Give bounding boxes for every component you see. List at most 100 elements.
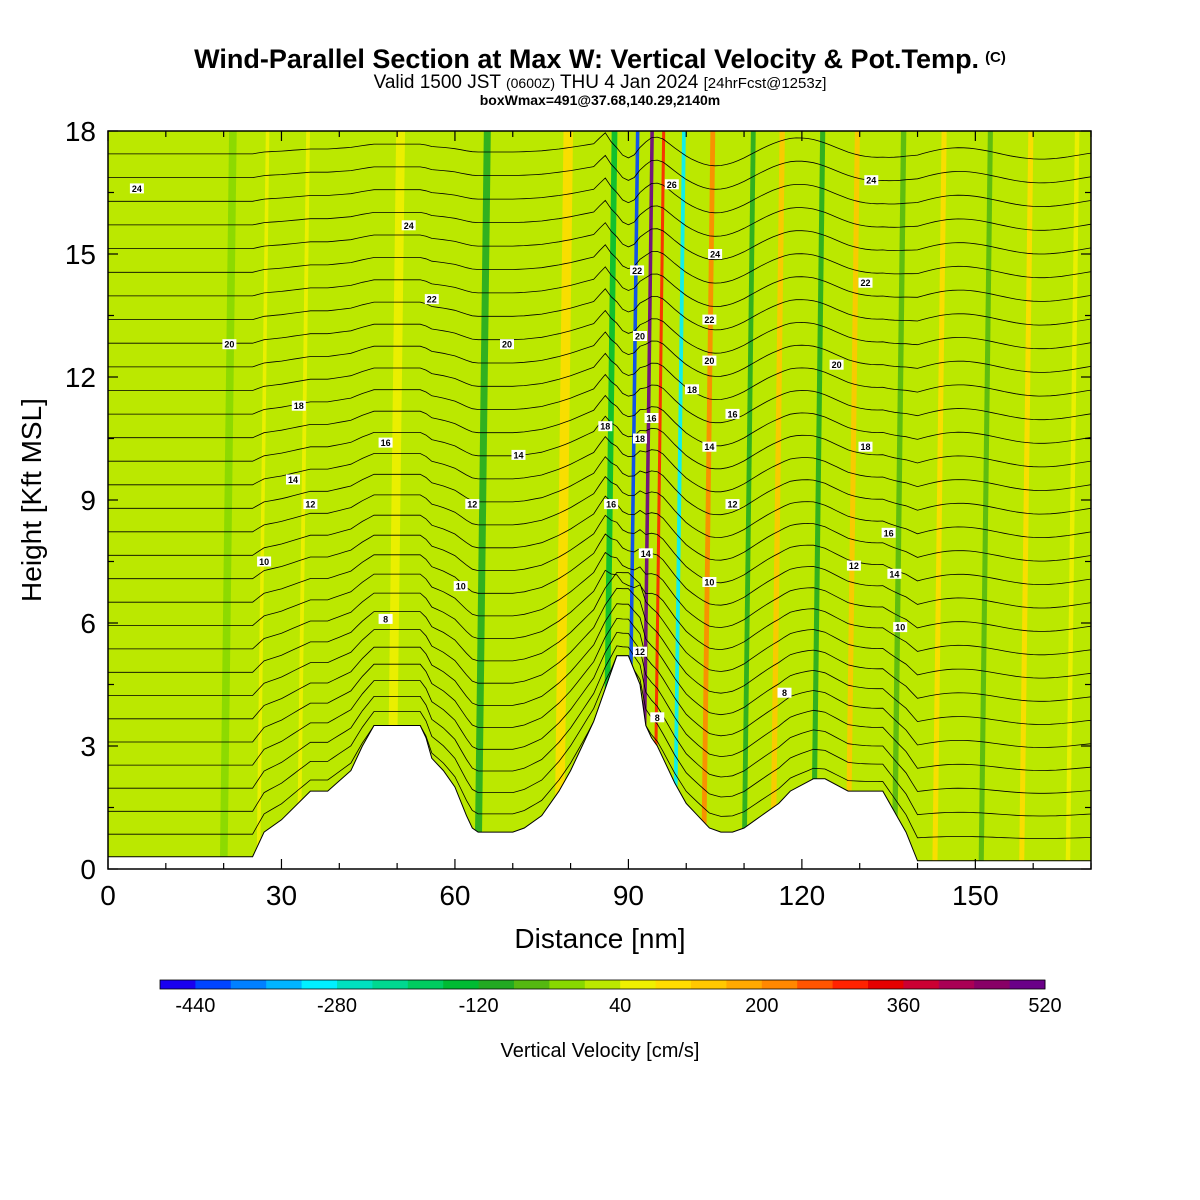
isentrope-line	[108, 352, 1091, 401]
subtitle-forecast: [24hrFcst@1253z]	[703, 75, 827, 92]
contour-label: 24	[864, 175, 879, 186]
chart-subtitle: Valid 1500 JST (0600Z) THU 4 Jan 2024 [2…	[0, 73, 1200, 94]
contour-label-text: 10	[895, 623, 905, 633]
isentrope-line	[108, 266, 1091, 307]
colorbar-swatch	[903, 980, 940, 989]
contour-label-bg	[378, 437, 393, 448]
colorbar-swatch	[832, 980, 869, 989]
velocity-band	[386, 131, 406, 869]
contour-label-text: 8	[782, 688, 787, 698]
contour-label: 22	[424, 294, 439, 305]
velocity-band	[219, 131, 237, 869]
contour-label-text: 22	[704, 315, 714, 325]
isentrope-line	[108, 456, 1091, 516]
contour-label-text: 20	[704, 356, 714, 366]
contour-label-text: 14	[641, 549, 651, 559]
contour-label: 24	[401, 220, 416, 231]
contour-label: 16	[881, 527, 896, 538]
colorbar-swatch	[691, 980, 727, 989]
isentrope-line	[108, 655, 1091, 817]
contour-label: 18	[685, 384, 699, 395]
colorbar-swatch	[230, 980, 267, 989]
velocity-band	[891, 131, 907, 869]
contour-label-text: 8	[655, 713, 660, 723]
contour-label-bg	[702, 577, 717, 587]
contour-label: 18	[598, 421, 613, 432]
contour-label: 18	[291, 400, 306, 411]
contour-label-bg	[598, 421, 613, 432]
contour-label-bg	[500, 339, 514, 350]
contour-label-text: 22	[632, 266, 642, 276]
contour-label: 18	[633, 433, 647, 444]
velocity-band	[845, 131, 860, 869]
contour-label-text: 18	[294, 401, 304, 411]
contour-label-bg	[644, 413, 659, 423]
colorbar-swatch	[443, 980, 480, 989]
x-tick-label: 30	[266, 880, 297, 911]
contour-label-text: 18	[635, 434, 645, 444]
contour-label: 12	[846, 560, 861, 571]
isentrope-line	[108, 222, 1091, 261]
contour-label-text: 10	[704, 578, 714, 588]
contour-label-bg	[511, 449, 526, 460]
isentrope-line	[108, 571, 1091, 679]
velocity-band	[554, 131, 574, 869]
isentrope-line	[108, 394, 1091, 447]
colorbar-swatch	[372, 980, 409, 989]
y-tick-label: 6	[80, 608, 96, 639]
isentrope-line	[108, 514, 1091, 585]
isentrope-line	[108, 603, 1091, 725]
colorbar-swatch	[938, 980, 975, 989]
isentrope-line	[108, 587, 1091, 702]
contour-label-text: 24	[710, 250, 720, 260]
velocity-band	[810, 131, 826, 869]
contour-label: 20	[702, 355, 717, 366]
colorbar-swatch	[160, 980, 196, 989]
contour-label-bg	[864, 175, 879, 186]
contour-label-bg	[633, 331, 647, 341]
contour-label: 20	[633, 331, 647, 342]
contour-label-text: 10	[259, 557, 269, 567]
contour-label-text: 22	[427, 295, 437, 305]
contour-label-bg	[846, 560, 861, 571]
contour-label-bg	[633, 433, 647, 444]
contour-label-text: 20	[635, 332, 645, 342]
isentrope-line	[108, 551, 1091, 632]
contour-label-bg	[887, 568, 902, 579]
contour-label: 22	[702, 314, 717, 325]
contour-label: 12	[303, 499, 318, 510]
contour-label-text: 18	[860, 442, 870, 452]
contour-label-bg	[858, 277, 873, 288]
colorbar-swatch	[868, 980, 904, 989]
axes: 0 30 60 90 120 150 0 3 6 9 12 15 18	[65, 116, 1092, 911]
contour-label: 8	[650, 712, 665, 723]
contour-label: 16	[644, 413, 659, 424]
y-tick-label: 18	[65, 116, 96, 147]
contour-label-bg	[725, 408, 740, 419]
colorbar-swatch	[797, 980, 834, 989]
y-tick-label: 0	[80, 854, 96, 885]
contour-label: 10	[257, 556, 272, 567]
contour-label: 12	[465, 499, 480, 510]
contour-label-text: 8	[383, 614, 388, 624]
x-tick-label: 150	[952, 880, 999, 911]
contour-label-bg	[829, 359, 844, 370]
velocity-band	[652, 131, 666, 869]
contour-label-text: 12	[635, 647, 645, 657]
contour-label: 14	[887, 568, 902, 579]
contour-label-bg	[777, 687, 792, 698]
isentrope-line	[108, 533, 1091, 609]
chart-subtitle-box: boxWmax=491@37.68,140.29,2140m	[479, 92, 721, 108]
contour-label: 26	[664, 179, 679, 190]
contour-label-bg	[303, 499, 318, 510]
isentrope-line	[108, 331, 1091, 377]
contour-label-text: 12	[727, 500, 737, 510]
y-tick-label: 12	[65, 362, 96, 393]
colorbar-swatch	[407, 980, 444, 989]
y-tick-label: 3	[80, 731, 96, 762]
y-tick-label: 15	[65, 239, 96, 270]
contour-label-text: 14	[889, 569, 899, 579]
subtitle-utc: (0600Z)	[505, 75, 556, 91]
x-axis-title: Distance [nm]	[514, 923, 685, 954]
